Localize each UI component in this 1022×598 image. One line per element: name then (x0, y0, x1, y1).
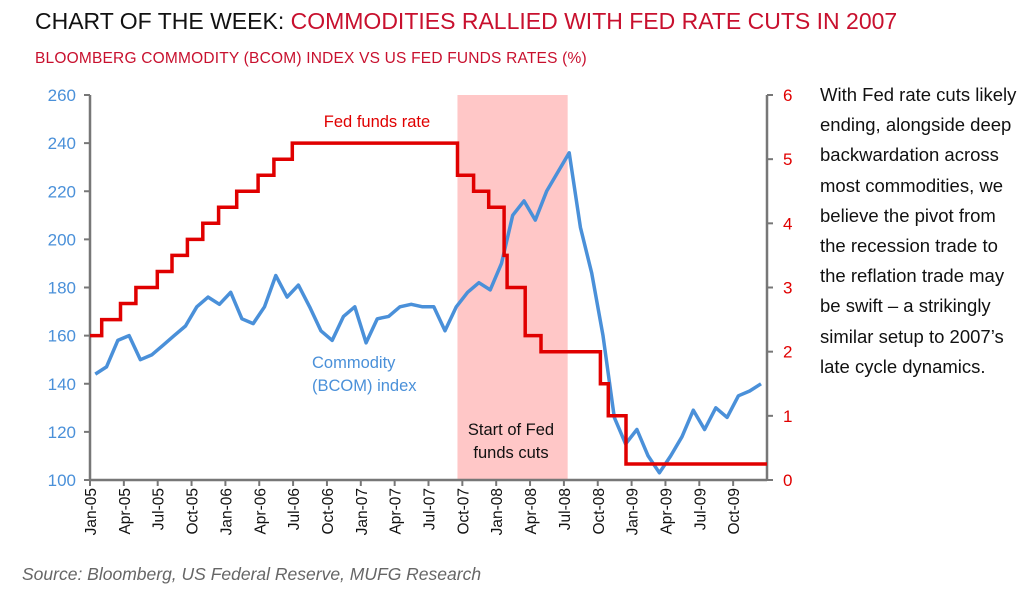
left-tick-label: 140 (48, 375, 76, 394)
x-tick-label: Apr-07 (388, 488, 405, 535)
source-note: Source: Bloomberg, US Federal Reserve, M… (22, 564, 482, 584)
x-tick-label: Jan-06 (218, 488, 235, 535)
x-tick-label: Jul-07 (422, 488, 439, 530)
x-tick-label: Oct-05 (185, 488, 202, 535)
commentary-text: With Fed rate cuts likely ending, alongs… (820, 84, 1017, 377)
right-tick-label: 6 (783, 86, 792, 105)
left-tick-label: 240 (48, 134, 76, 153)
left-tick-label: 160 (48, 327, 76, 346)
x-tick-label: Oct-06 (320, 488, 337, 535)
left-tick-label: 220 (48, 182, 76, 201)
left-tick-label: 200 (48, 230, 76, 249)
x-tick-label: Apr-09 (658, 488, 675, 535)
shade-label-2: funds cuts (473, 444, 548, 462)
bcom-series-label-2: (BCOM) index (312, 377, 417, 395)
x-tick-label: Jan-09 (625, 488, 642, 535)
x-tick-label: Jan-07 (354, 488, 371, 535)
right-tick-label: 0 (783, 471, 792, 490)
bcom-series-label-1: Commodity (312, 354, 396, 372)
x-tick-label: Jan-08 (489, 488, 506, 535)
title-main: COMMODITIES RALLIED WITH FED RATE CUTS I… (290, 8, 898, 34)
chart-subtitle: BLOOMBERG COMMODITY (BCOM) INDEX VS US F… (35, 50, 587, 67)
chart-title: CHART OF THE WEEK: COMMODITIES RALLIED W… (35, 8, 897, 35)
right-tick-label: 2 (783, 343, 792, 362)
bcom-line (94, 151, 762, 475)
title-prefix: CHART OF THE WEEK: (35, 8, 291, 34)
x-tick-label: Apr-05 (117, 488, 134, 535)
right-tick-label: 5 (783, 150, 792, 169)
x-tick-label: Jul-06 (286, 488, 303, 530)
x-tick-label: Jul-05 (151, 488, 168, 530)
x-tick-label: Apr-06 (252, 488, 269, 535)
shade-label-1: Start of Fed (468, 421, 554, 439)
x-tick-label: Oct-09 (726, 488, 743, 535)
left-tick-label: 100 (48, 471, 76, 490)
x-tick-label: Oct-07 (455, 488, 472, 535)
left-tick-label: 180 (48, 279, 76, 298)
left-tick-label: 260 (48, 86, 76, 105)
fed-funds-step-line (90, 141, 767, 466)
right-tick-label: 1 (783, 407, 792, 426)
x-tick-label: Apr-08 (523, 488, 540, 535)
x-tick-label: Oct-08 (591, 488, 608, 535)
right-tick-label: 4 (783, 214, 792, 233)
fed-series-label: Fed funds rate (324, 113, 430, 131)
x-tick-label: Jan-05 (83, 488, 100, 535)
left-tick-label: 120 (48, 423, 76, 442)
x-tick-label: Jul-08 (557, 488, 574, 530)
x-tick-label: Jul-09 (692, 488, 709, 530)
right-tick-label: 3 (783, 279, 792, 298)
